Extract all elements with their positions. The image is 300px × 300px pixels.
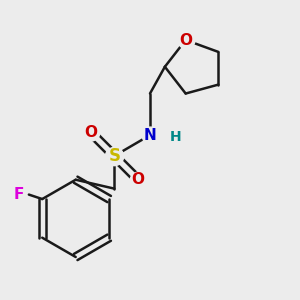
Text: O: O bbox=[179, 32, 192, 47]
Text: H: H bbox=[169, 130, 181, 144]
Text: N: N bbox=[144, 128, 156, 142]
Text: O: O bbox=[132, 172, 145, 187]
Text: S: S bbox=[108, 147, 120, 165]
Text: F: F bbox=[13, 187, 24, 202]
Text: O: O bbox=[84, 125, 97, 140]
